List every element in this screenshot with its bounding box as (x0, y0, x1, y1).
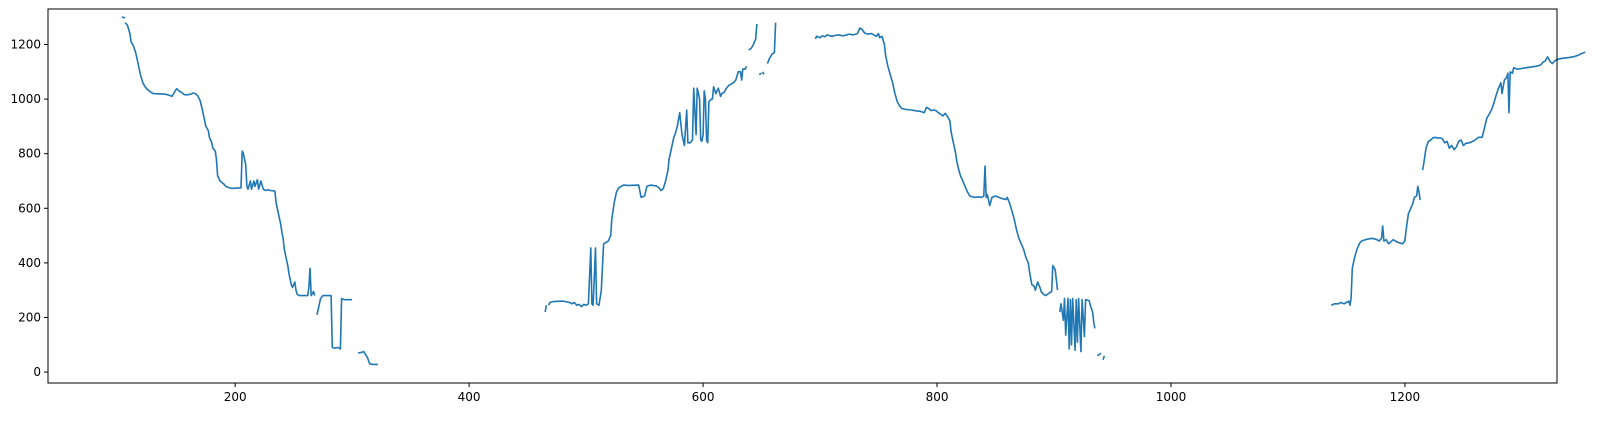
series-0-segment-12 (1096, 352, 1102, 357)
y-tick-label: 200 (18, 310, 41, 324)
y-tick-label: 1000 (10, 92, 41, 106)
series-0-segment-6 (748, 23, 758, 51)
series-0-segment-4 (544, 305, 548, 313)
series-0-segment-2 (316, 294, 353, 350)
series-0-segment-5 (547, 65, 748, 308)
x-tick-label: 200 (224, 390, 247, 404)
x-tick-label: 1000 (1156, 390, 1187, 404)
series-0-segment-10 (814, 27, 1059, 297)
series-0-segment-1 (124, 22, 316, 297)
series-0-segment-14 (1330, 185, 1421, 306)
x-tick-label: 400 (458, 390, 481, 404)
x-tick-label: 800 (926, 390, 949, 404)
series-0-segment-11 (1059, 297, 1096, 353)
axes-frame (47, 8, 1558, 384)
x-axis: 200 400 600 800 1000 1200 (224, 383, 1420, 404)
series-0-segment-8 (761, 71, 765, 75)
series-0-segment-7 (758, 72, 762, 76)
series-0-segment-15 (1421, 51, 1586, 171)
y-tick-label: 800 (18, 147, 41, 161)
series-0-segment-9 (766, 22, 777, 64)
y-axis: 0 200 400 600 800 1000 1200 (10, 37, 48, 379)
series-0-segment-13 (1102, 355, 1106, 361)
series-0-segment-0 (121, 16, 126, 19)
y-tick-label: 0 (33, 365, 41, 379)
series-layer (121, 16, 1586, 366)
y-tick-label: 400 (18, 256, 41, 270)
series-0-segment-3 (357, 350, 378, 366)
y-tick-label: 600 (18, 201, 41, 215)
y-tick-label: 1200 (10, 37, 41, 51)
x-tick-label: 1200 (1390, 390, 1421, 404)
x-tick-label: 600 (692, 390, 715, 404)
